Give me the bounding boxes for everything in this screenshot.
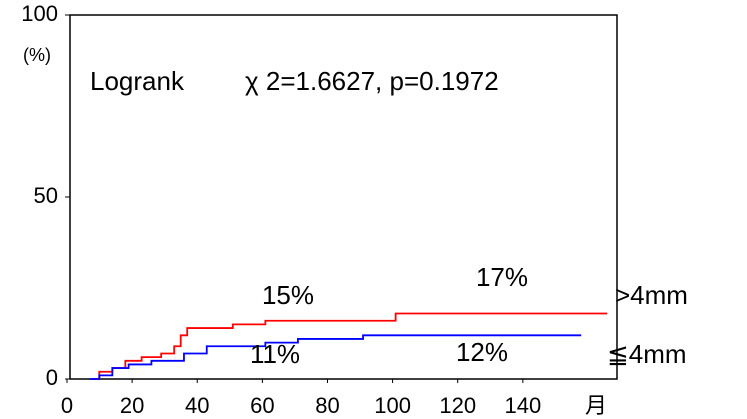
x-tick-label: 140 [504,393,541,418]
value-label: 11% [250,339,300,369]
legend-label: ≦4mm [607,339,687,369]
x-tick-label: 40 [185,393,209,418]
y-tick-label: 100 [21,1,58,26]
series-line [89,334,582,380]
series-line [92,312,608,380]
annotation: Logrank [90,66,185,96]
legend-label: >4mm [615,280,688,310]
value-label: 17% [476,262,528,292]
x-tick-label: 100 [374,393,411,418]
value-label: 15% [262,280,314,310]
x-tick-label: 20 [120,393,144,418]
y-tick-label: 0 [46,365,58,390]
y-axis-label: (%) [23,45,51,65]
x-tick-label: 60 [250,393,274,418]
x-axis-label: 月 [585,393,607,418]
value-label: 12% [456,337,508,367]
annotation: χ 2=1.6627, p=0.1972 [245,66,499,96]
y-tick-label: 50 [34,183,58,208]
x-tick-label: 0 [61,393,73,418]
x-tick-label: 80 [315,393,339,418]
x-tick-label: 120 [439,393,476,418]
